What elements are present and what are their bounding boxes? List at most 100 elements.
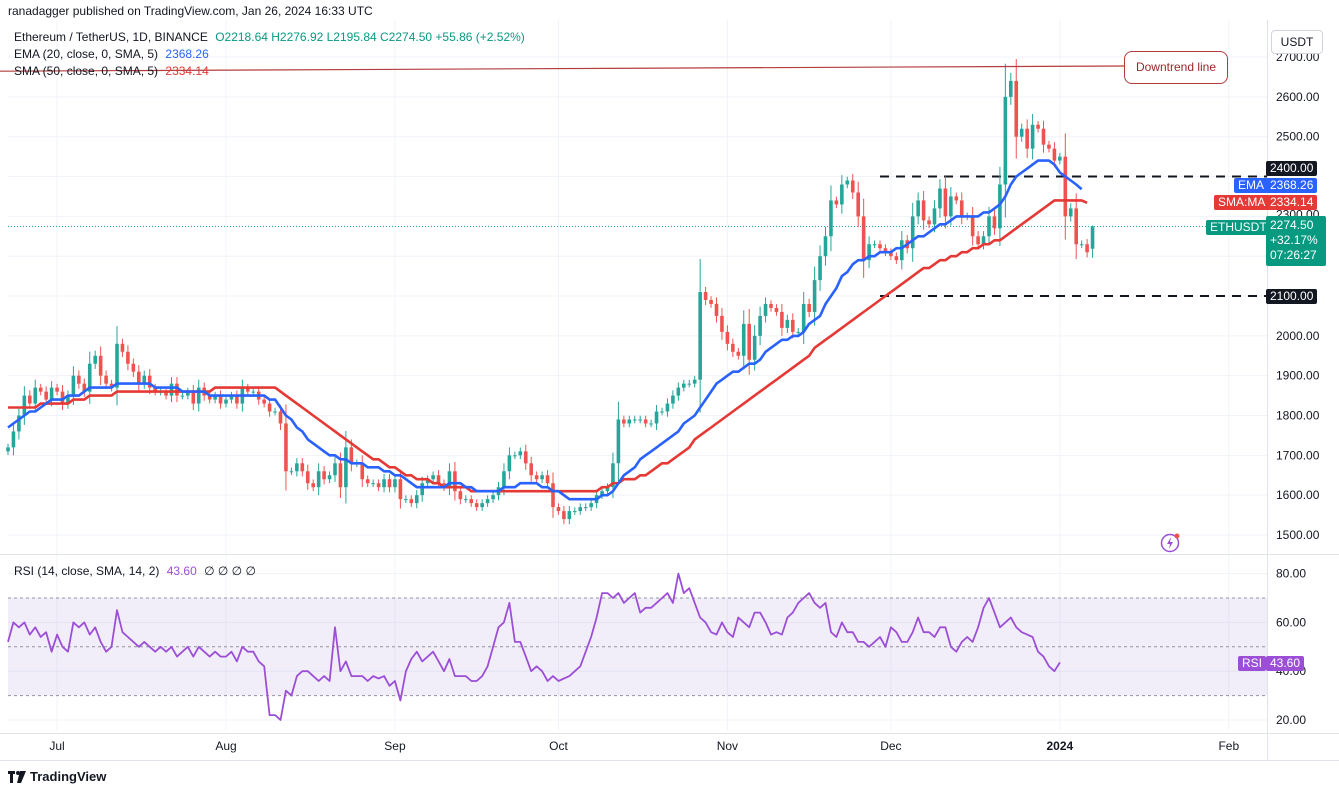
- candle-body: [720, 315, 724, 332]
- candle-body: [1009, 80, 1013, 97]
- time-tick-label: Oct: [549, 739, 568, 753]
- candle-body: [1063, 156, 1068, 217]
- candle-body: [1025, 128, 1029, 149]
- candle-body: [349, 447, 354, 464]
- candle-body: [856, 192, 860, 217]
- currency-button[interactable]: USDT: [1271, 30, 1323, 54]
- candle-body: [453, 471, 457, 492]
- candle-body: [1019, 128, 1024, 137]
- candle-body: [82, 383, 87, 392]
- candle-body: [44, 391, 48, 400]
- candle-body: [284, 423, 288, 472]
- price-tick-label: 1600.00: [1276, 488, 1320, 502]
- candle-body: [676, 387, 681, 396]
- candle-body: [556, 507, 561, 512]
- candle-body: [393, 479, 397, 488]
- moving-averages: [7, 159, 1088, 501]
- candle-body: [889, 252, 893, 257]
- candle-body: [845, 180, 850, 185]
- candle-body: [938, 188, 942, 209]
- price-tick-label: 1900.00: [1276, 369, 1320, 383]
- candle-body: [534, 475, 539, 480]
- candle-body: [316, 471, 321, 488]
- candle-body: [834, 200, 839, 205]
- candle-body: [93, 355, 97, 364]
- candle-body: [807, 303, 811, 312]
- candle-body: [916, 200, 920, 217]
- candle-body: [769, 303, 773, 308]
- candle-body: [11, 431, 16, 448]
- candle-body: [774, 307, 779, 312]
- candle-body: [998, 184, 1002, 229]
- candle-body: [747, 323, 751, 360]
- annotation-pointer: [0, 65, 1125, 72]
- candle-body: [502, 471, 506, 488]
- legend-ohlc: O2218.64 H2276.92 L2195.84 C2274.50 +55.…: [215, 30, 525, 44]
- candle-body: [567, 511, 572, 520]
- candle-body: [867, 244, 871, 261]
- sma-tag: SMA:MA: [1214, 195, 1270, 210]
- candle-body: [387, 479, 392, 488]
- candle-body: [578, 507, 583, 512]
- candle-body: [1079, 244, 1084, 246]
- candle-body: [976, 236, 980, 245]
- ema20-line: [7, 159, 1083, 501]
- time-tick-label: Sep: [384, 739, 406, 753]
- symbol-price-box: 2274.50 +32.17% 07:26:27: [1266, 216, 1326, 266]
- candle-body: [654, 411, 659, 424]
- candle-body: [447, 471, 452, 488]
- candle-body: [878, 244, 882, 249]
- legend-ema-value: 2368.26: [165, 47, 209, 61]
- time-tick-label: Dec: [880, 739, 901, 753]
- candle-body: [780, 311, 784, 328]
- candle-body: [954, 196, 959, 201]
- candle-body: [959, 200, 964, 217]
- candle-body: [981, 236, 986, 245]
- candle-body: [1014, 80, 1019, 137]
- candle-body: [235, 395, 239, 404]
- candle-body: [436, 475, 441, 484]
- tradingview-logo[interactable]: TradingView: [8, 769, 106, 784]
- candle-body: [464, 499, 468, 501]
- candle-body: [518, 451, 523, 456]
- candle-body: [692, 379, 697, 384]
- time-tick-label: Jul: [49, 739, 64, 753]
- candle-body: [1068, 208, 1073, 217]
- candle-body: [66, 395, 70, 404]
- publisher-line: ranadagger published on TradingView.com,…: [8, 4, 373, 18]
- candle-body: [861, 216, 866, 261]
- candle-body: [649, 423, 653, 425]
- candle-body: [246, 387, 250, 392]
- lightning-icon[interactable]: [1160, 532, 1182, 554]
- tradingview-brand: TradingView: [30, 769, 107, 784]
- legend-symbol: Ethereum / TetherUS, 1D, BINANCE: [14, 30, 208, 44]
- legend-ema-label: EMA (20, close, 0, SMA, 5): [14, 47, 159, 61]
- candle-body: [758, 315, 762, 336]
- candle-body: [485, 499, 490, 504]
- legend-symbol-row: Ethereum / TetherUS, 1D, BINANCE O2218.6…: [14, 30, 525, 44]
- candle-body: [687, 383, 692, 385]
- candle-body: [77, 375, 81, 384]
- candle-body: [474, 503, 479, 508]
- candle-body: [382, 479, 386, 488]
- candle-body: [71, 375, 76, 396]
- candle-body: [404, 499, 408, 501]
- candle-body: [131, 363, 136, 372]
- candle-body: [573, 511, 577, 513]
- candle-body: [513, 455, 517, 457]
- candle-body: [305, 471, 310, 484]
- candle-body: [1074, 208, 1078, 245]
- candle-body: [213, 395, 217, 400]
- candle-body: [6, 447, 10, 452]
- ema-price-label: 2368.26: [1266, 178, 1318, 193]
- candle-body: [431, 475, 435, 480]
- axes: 1500.00 1600.00 1700.00 1800.00 1900.00 2000.…: [0, 20, 1339, 761]
- downtrend-line: [0, 65, 1125, 72]
- candle-body: [164, 391, 168, 396]
- candle-body: [643, 419, 648, 424]
- rsi-band: [8, 597, 1267, 697]
- candle-body: [28, 395, 32, 404]
- candle-body: [883, 248, 888, 253]
- legend-sma-value: 2334.14: [165, 64, 209, 78]
